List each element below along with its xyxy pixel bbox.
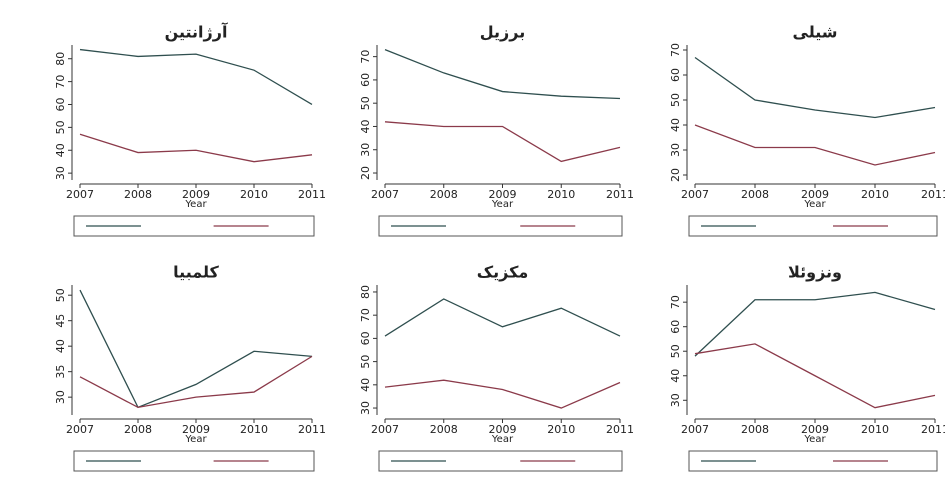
legend-box	[73, 215, 315, 237]
y-tick-label: 60	[54, 97, 67, 111]
y-tick-label: 50	[359, 355, 372, 369]
x-tick-label: 2008	[124, 423, 152, 436]
series-line	[694, 124, 936, 166]
x-tick-label: 2008	[741, 188, 769, 201]
y-tick-label: 80	[359, 285, 372, 299]
y-tick-label: 60	[669, 320, 682, 334]
y-tick-label: 40	[669, 118, 682, 132]
x-tick-label: 2009	[801, 188, 829, 201]
chart-title: ونزوئلا	[788, 263, 842, 282]
legend-box	[73, 450, 315, 472]
series-line	[694, 291, 936, 357]
y-tick-label: 20	[359, 166, 372, 180]
x-tick-label: 2011	[298, 188, 326, 201]
y-tick-label: 30	[54, 390, 67, 404]
x-tick-label: 2009	[182, 423, 210, 436]
x-tick-label: 2011	[921, 423, 945, 436]
x-tick-label: 2007	[371, 423, 399, 436]
y-tick-label: 45	[54, 314, 67, 328]
y-tick-label: 70	[669, 43, 682, 57]
y-tick-label: 30	[359, 401, 372, 415]
legend-box	[378, 450, 623, 472]
series-line	[79, 133, 313, 163]
y-tick-label: 70	[54, 75, 67, 89]
x-tick-label: 2009	[801, 423, 829, 436]
y-tick-label: 35	[54, 365, 67, 379]
x-tick-label: 2010	[240, 423, 268, 436]
y-tick-label: 50	[54, 120, 67, 134]
x-tick-label: 2008	[124, 188, 152, 201]
y-tick-label: 30	[669, 143, 682, 157]
series-line	[79, 355, 313, 409]
series-line	[694, 343, 936, 409]
x-tick-label: 2008	[741, 423, 769, 436]
y-tick-label: 40	[669, 369, 682, 383]
legend-box	[688, 215, 938, 237]
y-tick-label: 20	[669, 168, 682, 182]
x-tick-label: 2007	[681, 423, 709, 436]
y-tick-label: 60	[669, 68, 682, 82]
y-tick-label: 50	[669, 93, 682, 107]
x-tick-label: 2009	[182, 188, 210, 201]
y-tick-label: 40	[54, 339, 67, 353]
series-line	[384, 49, 621, 100]
series-line	[384, 379, 621, 409]
x-tick-label: 2010	[547, 423, 575, 436]
x-tick-label: 2011	[606, 423, 634, 436]
chart-title: مکزیک	[477, 263, 529, 282]
y-tick-label: 30	[54, 166, 67, 180]
x-axis-label: Year	[491, 199, 514, 210]
x-tick-label: 2009	[489, 188, 517, 201]
series-line	[384, 121, 621, 163]
x-tick-label: 2010	[861, 188, 889, 201]
y-tick-label: 70	[359, 50, 372, 64]
x-tick-label: 2009	[489, 423, 517, 436]
x-tick-label: 2007	[66, 188, 94, 201]
y-tick-label: 40	[54, 143, 67, 157]
x-axis-label: Year	[491, 434, 514, 445]
x-axis-label: Year	[184, 199, 207, 210]
y-tick-label: 80	[54, 52, 67, 66]
x-tick-label: 2010	[240, 188, 268, 201]
x-tick-label: 2007	[371, 188, 399, 201]
x-tick-label: 2007	[66, 423, 94, 436]
chart-title: شیلی	[793, 23, 838, 42]
series-line	[79, 289, 313, 409]
y-tick-label: 60	[359, 73, 372, 87]
x-tick-label: 2011	[298, 423, 326, 436]
y-tick-label: 70	[359, 308, 372, 322]
x-tick-label: 2010	[547, 188, 575, 201]
y-tick-label: 30	[359, 143, 372, 157]
y-tick-label: 50	[669, 344, 682, 358]
y-tick-label: 60	[359, 331, 372, 345]
series-line	[79, 48, 313, 106]
y-tick-label: 40	[359, 378, 372, 392]
legend-box	[378, 215, 623, 237]
x-tick-label: 2011	[921, 188, 945, 201]
x-axis-label: Year	[184, 434, 207, 445]
x-tick-label: 2010	[861, 423, 889, 436]
y-tick-label: 40	[359, 119, 372, 133]
chart-title: آرژانتین	[165, 22, 228, 42]
x-tick-label: 2008	[430, 423, 458, 436]
y-tick-label: 70	[669, 295, 682, 309]
x-axis-label: Year	[803, 199, 826, 210]
chart-title: کلمبیا	[173, 263, 219, 282]
series-line	[384, 298, 621, 337]
x-axis-label: Year	[803, 434, 826, 445]
x-tick-label: 2011	[606, 188, 634, 201]
x-tick-label: 2008	[430, 188, 458, 201]
x-tick-label: 2007	[681, 188, 709, 201]
legend-box	[688, 450, 938, 472]
y-tick-label: 50	[359, 96, 372, 110]
chart-title: برزیل	[480, 23, 525, 42]
series-line	[694, 56, 936, 119]
y-tick-label: 30	[669, 393, 682, 407]
y-tick-label: 50	[54, 288, 67, 302]
